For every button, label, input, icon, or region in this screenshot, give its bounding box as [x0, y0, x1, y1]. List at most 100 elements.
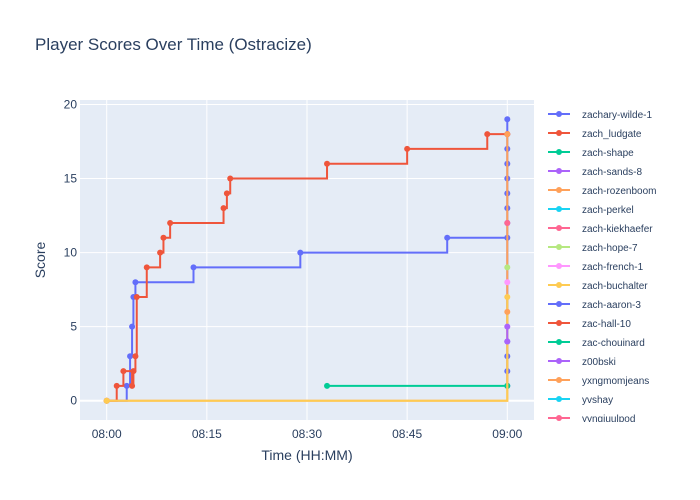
series-zach_ludgate: [103, 131, 511, 404]
legend-item[interactable]: zac-chouinard: [548, 338, 645, 349]
legend-swatch-marker: [556, 358, 562, 364]
series-zach-kiekhaefer: [504, 219, 511, 226]
series-zach-hope-7: [504, 264, 511, 271]
data-point: [504, 308, 511, 315]
legend-item[interactable]: zach-aaron-3: [548, 300, 641, 311]
y-tick-labels: 0 5 10 15 20: [64, 97, 78, 407]
legend-swatch-marker: [556, 130, 562, 136]
legend-label: zach_ludgate: [582, 129, 642, 140]
y-tick-label: 5: [70, 320, 77, 334]
data-point: [404, 145, 411, 152]
legend-item[interactable]: zach_ludgate: [548, 129, 642, 140]
y-tick-label: 20: [64, 97, 78, 111]
data-point: [504, 323, 511, 330]
legend-label: yxngmomjeans: [582, 376, 649, 387]
legend-item[interactable]: zach-buchalter: [548, 281, 648, 292]
legend-swatch-marker: [556, 244, 562, 250]
data-point: [127, 353, 134, 360]
legend-label: yvshay: [582, 395, 613, 406]
data-point: [129, 323, 136, 330]
legend-swatch-marker: [556, 263, 562, 269]
legend-label: z00bski: [582, 357, 616, 368]
legend-item[interactable]: zach-shape: [548, 148, 634, 159]
x-tick-label: 09:00: [492, 427, 522, 441]
legend-label: zach-aaron-3: [582, 300, 641, 311]
legend-item[interactable]: yyngiuulpod: [548, 414, 635, 425]
legend-swatch-marker: [556, 415, 562, 421]
legend-item[interactable]: zachary-wilde-1: [548, 110, 652, 121]
legend-label: zachary-wilde-1: [582, 110, 652, 121]
data-point: [120, 368, 127, 375]
legend-label: yyngiuulpod: [582, 414, 635, 425]
y-tick-label: 0: [70, 394, 77, 408]
data-point: [324, 160, 331, 167]
y-tick-label: 10: [64, 246, 78, 260]
data-point: [157, 249, 164, 256]
legend-swatch-marker: [556, 225, 562, 231]
data-point: [113, 382, 120, 389]
legend-item[interactable]: yvshay: [548, 395, 613, 406]
data-point: [132, 279, 139, 286]
legend-swatch-marker: [556, 187, 562, 193]
legend-swatch-marker: [556, 339, 562, 345]
data-point: [132, 353, 139, 360]
x-tick-label: 08:30: [292, 427, 322, 441]
data-point: [227, 175, 234, 182]
data-point: [504, 116, 511, 123]
data-point: [160, 234, 167, 241]
data-point: [129, 382, 136, 389]
series-zach-french-1: [504, 279, 511, 286]
legend-item[interactable]: zac-hall-10: [548, 319, 631, 330]
legend-label: zach-buchalter: [582, 281, 648, 292]
x-tick-labels: 08:00 08:15 08:30 08:45 09:00: [92, 427, 523, 441]
legend-item[interactable]: zach-hope-7: [548, 243, 638, 254]
data-point: [444, 234, 451, 241]
legend[interactable]: zachary-wilde-1 zach_ludgate zach-shape zac…: [548, 110, 656, 425]
legend-item[interactable]: yxngmomjeans: [548, 376, 649, 387]
legend-label: zach-perkel: [582, 205, 634, 216]
data-point: [190, 264, 197, 271]
series-yxngmomjeans: [504, 308, 511, 315]
x-tick-label: 08:15: [192, 427, 222, 441]
series-zach-shape: [324, 382, 511, 389]
x-tick-label: 08:00: [92, 427, 122, 441]
legend-swatch-marker: [556, 282, 562, 288]
legend-item[interactable]: zach-kiekhaefer: [548, 224, 653, 235]
data-point: [504, 264, 511, 271]
x-tick-label: 08:45: [392, 427, 422, 441]
legend-swatch-marker: [556, 396, 562, 402]
legend-label: zach-hope-7: [582, 243, 638, 254]
data-point: [504, 279, 511, 286]
legend-label: zac-hall-10: [582, 319, 631, 330]
data-point: [103, 397, 110, 404]
data-point: [123, 382, 130, 389]
legend-label: zac-chouinard: [582, 338, 645, 349]
data-point: [143, 264, 150, 271]
data-point: [130, 368, 137, 375]
data-point: [504, 219, 511, 226]
series-layer: [103, 116, 511, 404]
legend-item[interactable]: zach-french-1: [548, 262, 644, 273]
y-axis-title: Score: [32, 242, 48, 279]
data-point: [504, 294, 511, 301]
legend-swatch-marker: [556, 206, 562, 212]
legend-item[interactable]: zach-sands-8: [548, 167, 642, 178]
data-point: [324, 382, 331, 389]
legend-label: zach-sands-8: [582, 167, 642, 178]
legend-item[interactable]: zach-perkel: [548, 205, 634, 216]
legend-label: zach-rozenboom: [582, 186, 656, 197]
legend-label: zach-shape: [582, 148, 634, 159]
legend-swatch-marker: [556, 149, 562, 155]
data-point: [297, 249, 304, 256]
data-point: [223, 190, 230, 197]
legend-swatch-marker: [556, 168, 562, 174]
legend-swatch-marker: [556, 111, 562, 117]
legend-label: zach-french-1: [582, 262, 644, 273]
legend-item[interactable]: z00bski: [548, 357, 616, 368]
chart-title: Player Scores Over Time (Ostracize): [35, 35, 312, 54]
data-point: [167, 219, 174, 226]
legend-item[interactable]: zach-rozenboom: [548, 186, 656, 197]
data-point: [504, 338, 511, 345]
series-z00bski: [504, 323, 511, 345]
